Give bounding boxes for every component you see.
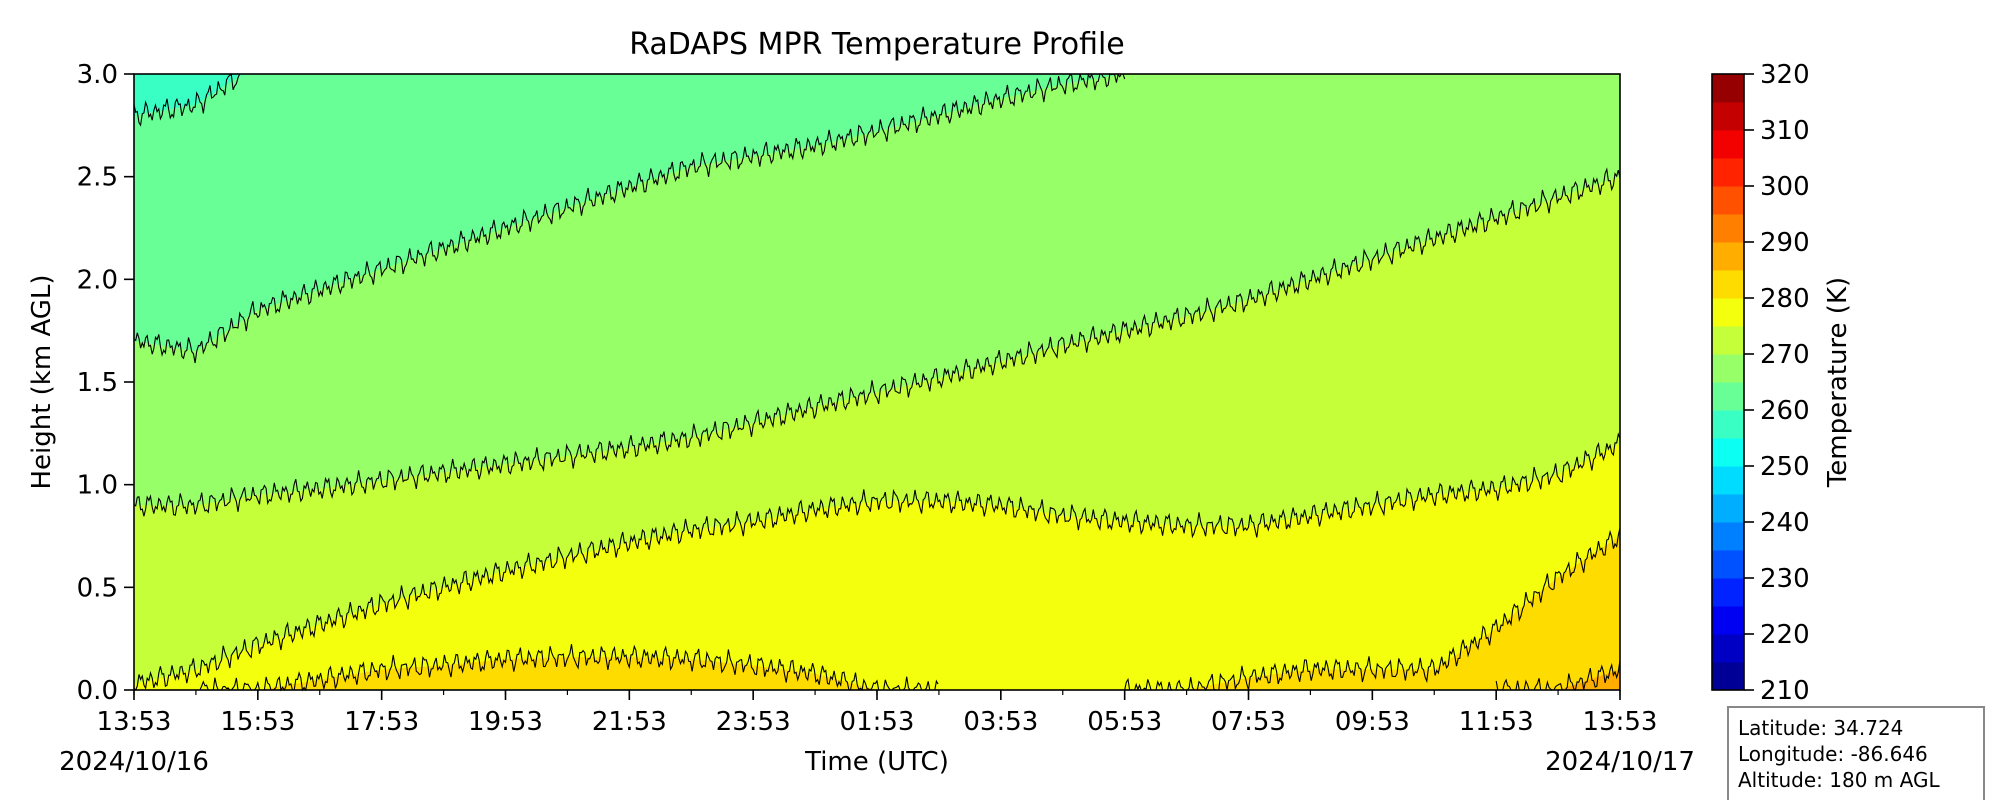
temperature-band-280k: [134, 536, 1620, 690]
x-tick-label: 05:53: [1087, 707, 1162, 737]
colorbar-segment: [1712, 242, 1744, 271]
isotherm-260k: [133, 73, 242, 127]
isotherm-270k: [133, 167, 1621, 517]
colorbar: 210 220 230 240 250 260 270 280 290 300 310 320: [1711, 60, 1810, 706]
isotherm-280k: [196, 644, 939, 692]
y-axis: 0.0 0.5 1.0 1.5 2.0 2.5 3.0: [77, 60, 134, 706]
colorbar-segment: [1712, 494, 1744, 523]
colorbar-tick-label: 300: [1760, 172, 1810, 202]
colorbar-frame: [1711, 73, 1745, 691]
colorbar-tick-label: 250: [1760, 452, 1810, 482]
x-tick-label: 01:53: [840, 707, 915, 737]
isotherm-275k: [133, 432, 1621, 691]
colorbar-tick-label: 210: [1760, 676, 1810, 706]
x-tick-label: 11:53: [1459, 707, 1534, 737]
colorbar-tick-label: 270: [1760, 340, 1810, 370]
colorbar-segment: [1712, 550, 1744, 579]
x-tick-label: 03:53: [963, 707, 1038, 737]
colorbar-tick-label: 240: [1760, 508, 1810, 538]
colorbar-segment: [1712, 606, 1744, 635]
x-end-date-label: 2024/10/17: [1545, 747, 1695, 777]
x-axis: 13:53 15:53 17:53 19:53 21:53 23:53 01:53 03:53…: [97, 690, 1658, 737]
colorbar-segment: [1712, 270, 1744, 299]
isotherm-265k: [133, 73, 1126, 364]
x-start-date-label: 2024/10/16: [59, 747, 209, 777]
colorbar-label: Temperature (K): [1823, 277, 1853, 488]
colorbar-segment: [1712, 130, 1744, 159]
isotherm-contours: [133, 73, 1621, 692]
colorbar-tick-label: 220: [1760, 620, 1810, 650]
colorbar-segment: [1712, 522, 1744, 551]
colorbar-segment: [1712, 102, 1744, 131]
x-tick-label: 13:53: [1583, 707, 1658, 737]
x-tick-label: 21:53: [592, 707, 667, 737]
colorbar-segment: [1712, 438, 1744, 467]
colorbar-segment: [1712, 74, 1744, 103]
isotherm-280k: [1124, 527, 1621, 692]
colorbar-segment: [1712, 634, 1744, 663]
colorbar-segment: [1712, 214, 1744, 243]
y-tick-label: 0.5: [77, 573, 118, 603]
temperature-band-275k: [134, 443, 1620, 690]
colorbar-segment: [1712, 326, 1744, 355]
station-info-box: Latitude: 34.724 Longitude: -86.646 Alti…: [1727, 706, 1985, 800]
y-tick-label: 3.0: [77, 60, 118, 90]
colorbar-tick-label: 310: [1760, 116, 1810, 146]
colorbar-segment: [1712, 466, 1744, 495]
colorbar-tick-label: 320: [1760, 60, 1810, 90]
x-tick-label: 13:53: [97, 707, 172, 737]
y-tick-label: 1.5: [77, 368, 118, 398]
colorbar-tick-label: 280: [1760, 284, 1810, 314]
x-tick-label: 23:53: [716, 707, 791, 737]
x-axis-label: Time (UTC): [804, 747, 949, 777]
latitude-label: Latitude: 34.724: [1738, 716, 1903, 740]
longitude-label: Longitude: -86.646: [1738, 742, 1928, 766]
colorbar-tick-label: 260: [1760, 396, 1810, 426]
isotherm-285k: [1495, 659, 1621, 691]
x-tick-label: 15:53: [220, 707, 295, 737]
colorbar-tick-label: 290: [1760, 228, 1810, 258]
y-tick-label: 2.5: [77, 163, 118, 193]
x-tick-label: 19:53: [468, 707, 543, 737]
colorbar-segment: [1712, 186, 1744, 215]
y-tick-label: 0.0: [77, 676, 118, 706]
colorbar-segment: [1712, 354, 1744, 383]
y-tick-label: 1.0: [77, 471, 118, 501]
colorbar-segment: [1712, 382, 1744, 411]
colorbar-segment: [1712, 578, 1744, 607]
altitude-label: Altitude: 180 m AGL: [1738, 768, 1940, 792]
colorbar-segment: [1712, 158, 1744, 187]
x-tick-label: 17:53: [344, 707, 419, 737]
colorbar-segment: [1712, 410, 1744, 439]
colorbar-segment: [1712, 662, 1744, 691]
colorbar-segment: [1712, 298, 1744, 327]
y-tick-label: 2.0: [77, 265, 118, 295]
colorbar-tick-label: 230: [1760, 564, 1810, 594]
chart-title: RaDAPS MPR Temperature Profile: [629, 27, 1125, 62]
y-axis-label: Height (km AGL): [27, 274, 57, 489]
temperature-heatmap: [134, 74, 1620, 690]
x-tick-label: 07:53: [1211, 707, 1286, 737]
x-tick-label: 09:53: [1335, 707, 1410, 737]
